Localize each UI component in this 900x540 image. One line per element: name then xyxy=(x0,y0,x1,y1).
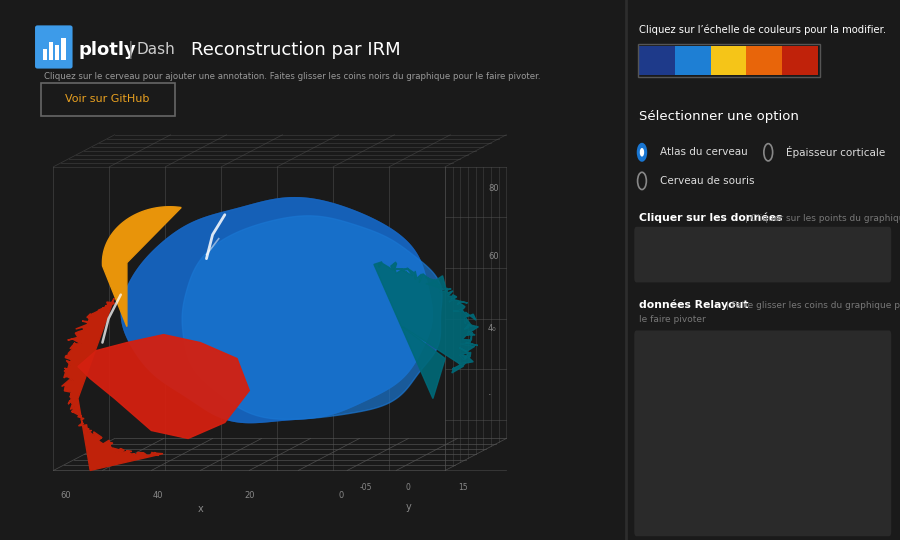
FancyBboxPatch shape xyxy=(634,330,891,536)
Text: le faire pivoter: le faire pivoter xyxy=(639,315,706,324)
Text: "z": 1: "z": 1 xyxy=(644,395,728,404)
Circle shape xyxy=(640,148,644,157)
Text: x: x xyxy=(197,504,203,515)
Text: {: { xyxy=(644,341,649,350)
Text: Reconstruction par IRM: Reconstruction par IRM xyxy=(191,40,400,59)
Text: "y": 1.0376768234640872,: "y": 1.0376768234640872, xyxy=(644,503,793,512)
Text: 4₀: 4₀ xyxy=(488,323,497,333)
Circle shape xyxy=(637,144,646,161)
Text: }: } xyxy=(644,460,687,469)
Bar xyxy=(675,46,711,75)
Text: "eye": {: "eye": { xyxy=(644,482,700,491)
FancyBboxPatch shape xyxy=(634,227,891,282)
Bar xyxy=(711,46,746,75)
Text: | Cliquer sur les points du graphique: | Cliquer sur les points du graphique xyxy=(742,214,900,222)
Text: Cliquez sur le cerveau pour ajouter une annotation. Faites glisser les coins noi: Cliquez sur le cerveau pour ajouter une … xyxy=(44,72,540,81)
Polygon shape xyxy=(182,216,442,420)
Bar xyxy=(639,46,675,75)
Text: 60: 60 xyxy=(488,252,499,261)
Polygon shape xyxy=(122,198,432,423)
Bar xyxy=(638,44,821,77)
Text: ·: · xyxy=(488,390,491,401)
Text: Atlas du cerveau: Atlas du cerveau xyxy=(660,147,748,157)
Text: "x": 0,: "x": 0, xyxy=(644,374,733,383)
Text: 40: 40 xyxy=(152,491,163,501)
Text: 60: 60 xyxy=(60,491,71,501)
Text: "up": {: "up": { xyxy=(644,363,714,372)
Text: "z": 0: "z": 0 xyxy=(644,449,728,458)
Text: },: }, xyxy=(644,471,672,480)
Text: "y": 0,: "y": 0, xyxy=(644,438,733,448)
Polygon shape xyxy=(122,198,432,423)
Text: "x": 0.9478509644398034,: "x": 0.9478509644398034, xyxy=(644,492,793,502)
Bar xyxy=(746,46,782,75)
Polygon shape xyxy=(103,207,181,327)
Text: Voir sur GitHub: Voir sur GitHub xyxy=(66,94,149,104)
Text: "z": -0.19241107452111247: "z": -0.19241107452111247 xyxy=(644,514,797,523)
Text: 15: 15 xyxy=(459,483,468,492)
Text: plotly: plotly xyxy=(79,40,137,59)
Polygon shape xyxy=(374,262,479,399)
Text: Cliquer sur les données: Cliquer sur les données xyxy=(639,213,783,224)
Polygon shape xyxy=(61,299,163,470)
Bar xyxy=(61,38,66,60)
Text: "scene.camera": {: "scene.camera": { xyxy=(644,352,742,361)
Text: -05: -05 xyxy=(359,483,372,492)
Text: "center": {: "center": { xyxy=(644,417,733,426)
Text: 0: 0 xyxy=(406,483,411,492)
Text: },: }, xyxy=(644,406,691,415)
Bar xyxy=(55,45,59,60)
Text: null: null xyxy=(650,249,675,259)
Text: Épaisseur corticale: Épaisseur corticale xyxy=(786,146,886,158)
Bar xyxy=(782,46,818,75)
Bar xyxy=(49,42,53,60)
Text: y: y xyxy=(406,502,411,512)
Text: 0: 0 xyxy=(338,491,344,501)
FancyBboxPatch shape xyxy=(35,25,73,69)
Text: 80: 80 xyxy=(488,184,499,193)
Polygon shape xyxy=(78,335,249,438)
Text: données Relayout: données Relayout xyxy=(639,300,749,310)
Text: | Faire glisser les coins du graphique pour: | Faire glisser les coins du graphique p… xyxy=(723,301,900,309)
Text: "y": 0,: "y": 0, xyxy=(644,384,733,394)
Text: Cliquez sur l’échelle de couleurs pour la modifier.: Cliquez sur l’échelle de couleurs pour l… xyxy=(639,24,886,35)
Text: "x": 1.1102230246251565e-16,: "x": 1.1102230246251565e-16, xyxy=(644,428,830,437)
Text: Cerveau de souris: Cerveau de souris xyxy=(660,176,754,186)
Bar xyxy=(42,49,47,60)
Text: Sélectionner une option: Sélectionner une option xyxy=(639,110,799,123)
Text: |: | xyxy=(128,40,134,59)
Text: 20: 20 xyxy=(244,491,255,501)
Text: Dash: Dash xyxy=(137,42,176,57)
